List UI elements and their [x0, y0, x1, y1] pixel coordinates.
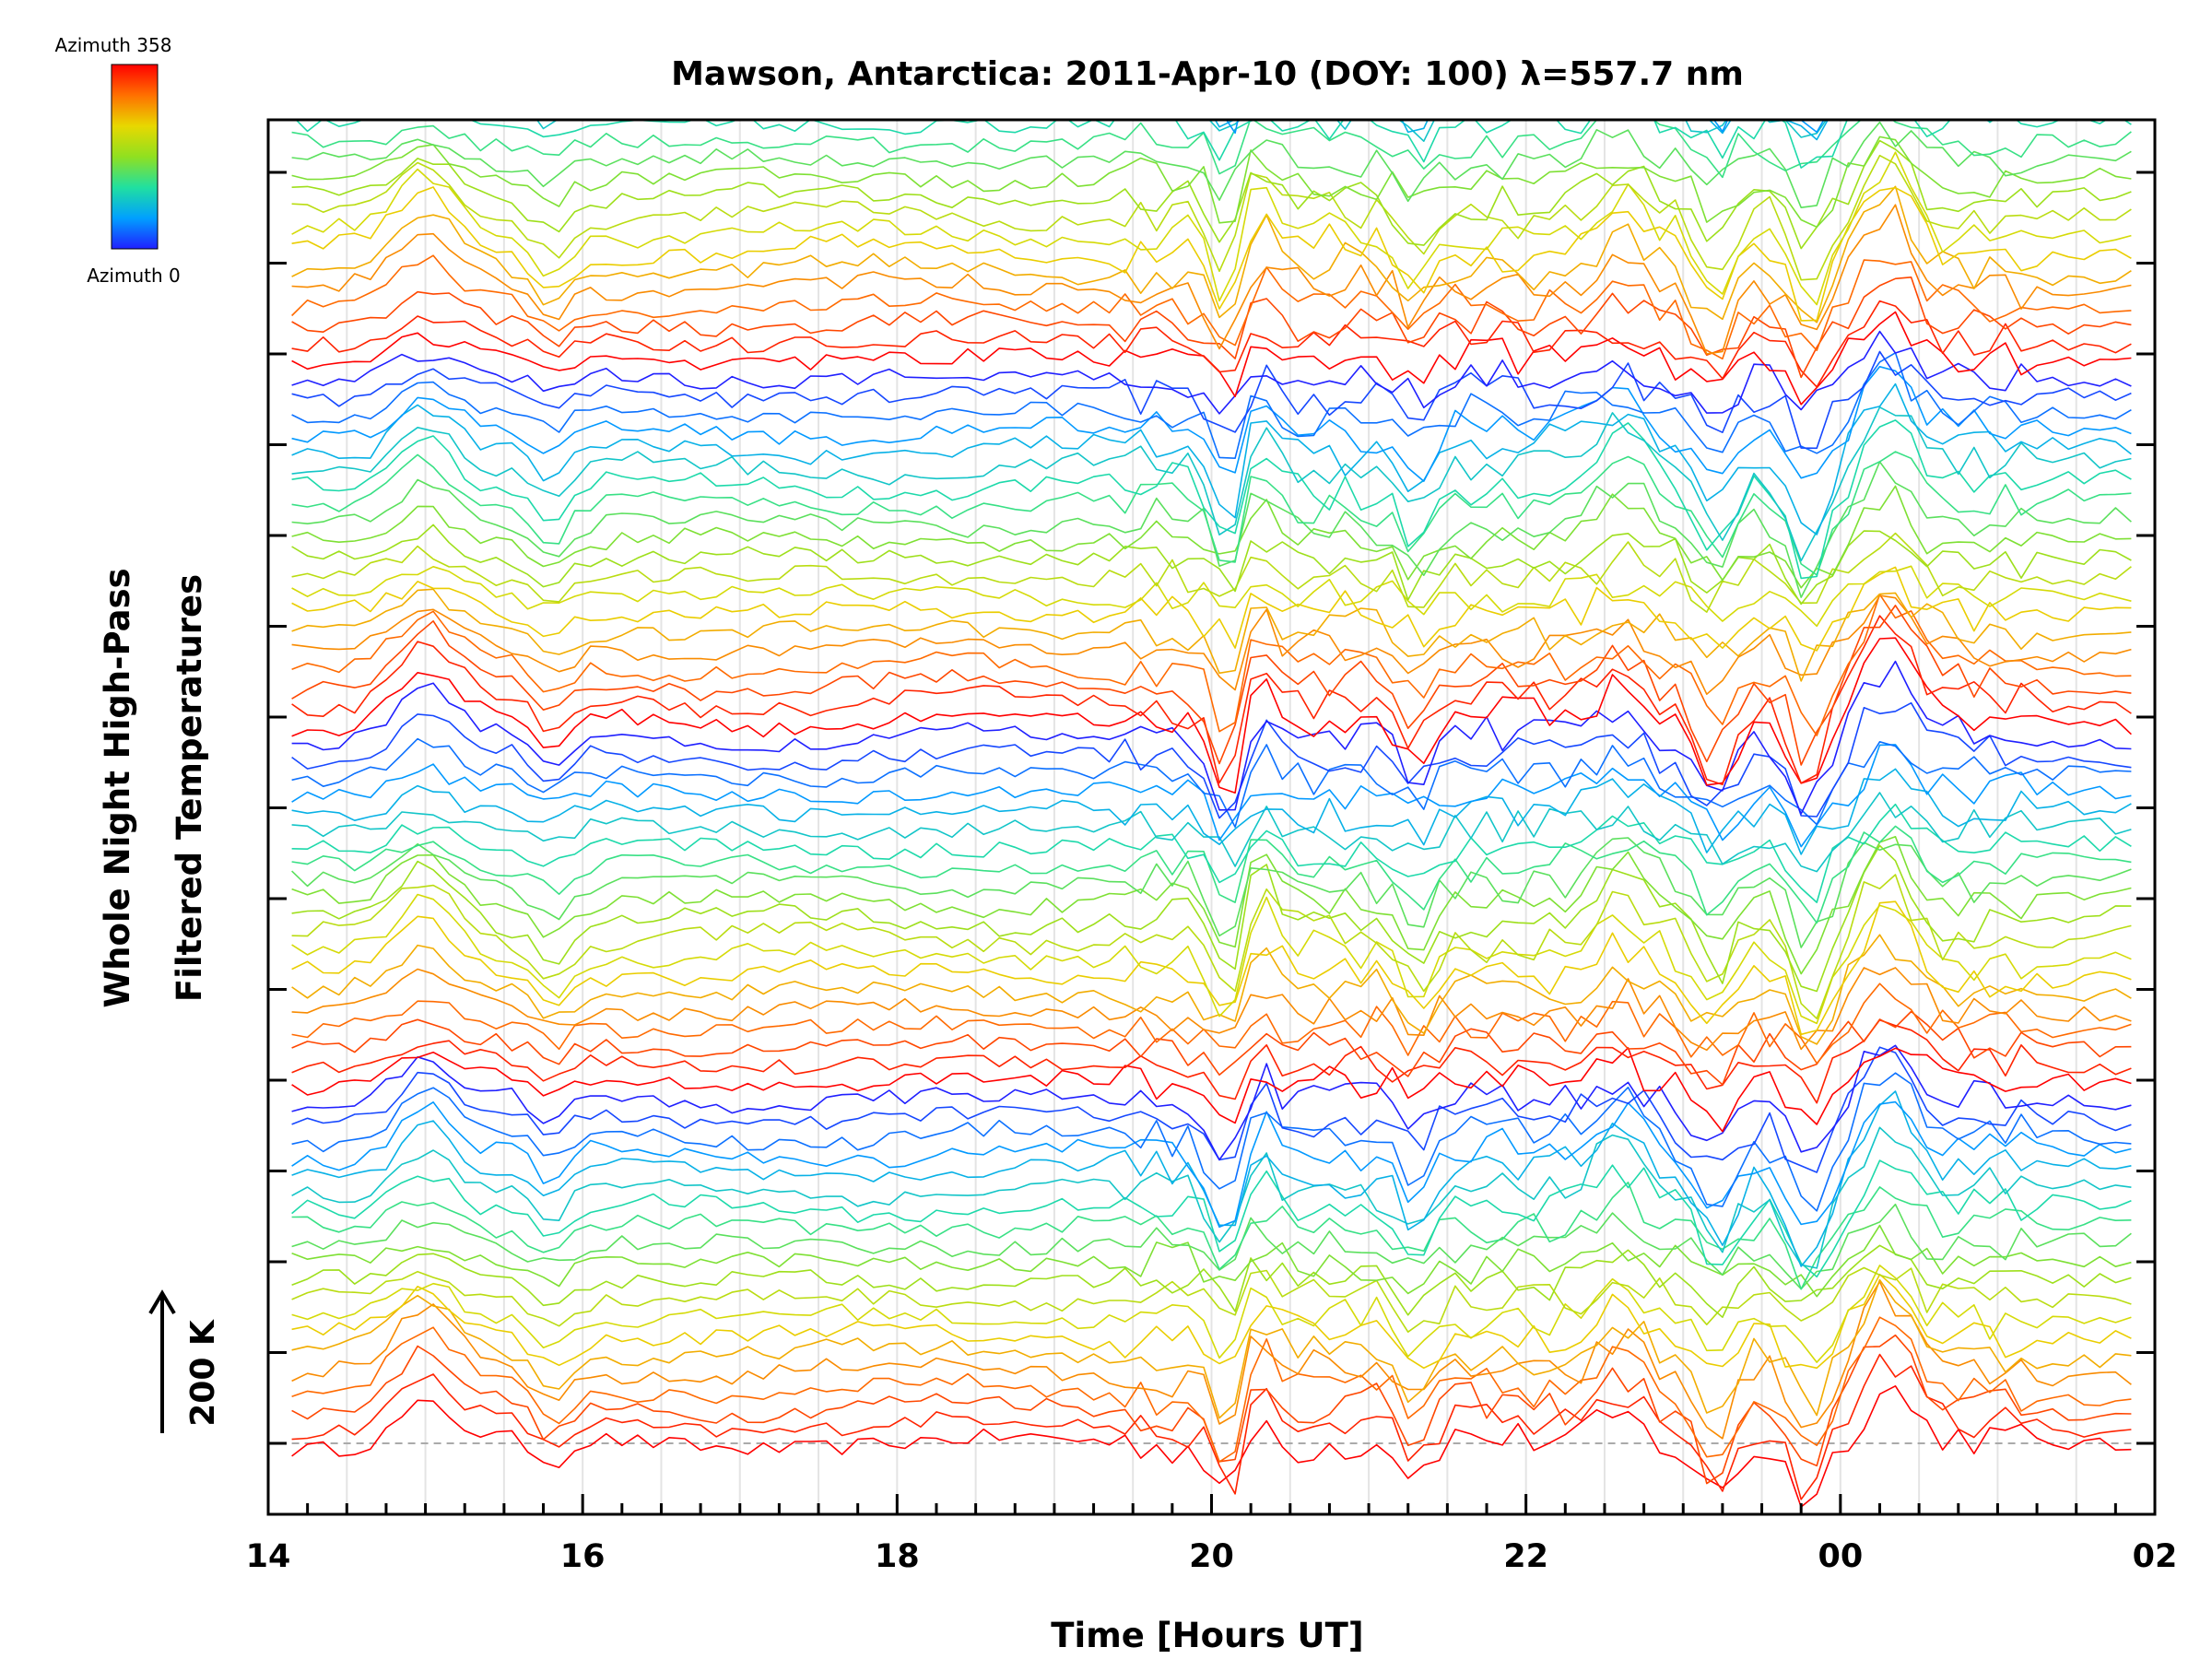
azimuth-colorbar: Azimuth 358 Azimuth 0 [55, 34, 181, 287]
temperature-trace [291, 615, 2132, 786]
temperature-trace [291, 1266, 2132, 1333]
temperature-trace [295, 120, 2132, 169]
temperature-trace [291, 365, 2132, 482]
temperature-trace [291, 588, 2132, 682]
temperature-trace [291, 1385, 2132, 1508]
temperature-trace [535, 120, 2022, 142]
x-axis-ticks: 14 16 18 20 22 00 02 [246, 1494, 2178, 1575]
temperature-trace [292, 0, 2132, 49]
temperature-trace [291, 151, 2132, 306]
temperature-trace [291, 1273, 2132, 1370]
temperature-trace [291, 565, 2132, 628]
temperature-trace [291, 744, 2132, 848]
temperature-trace [291, 837, 2132, 948]
x-tick-label: 02 [2133, 1538, 2178, 1575]
x-tick-label: 00 [1818, 1538, 1863, 1575]
temperature-trace [1214, 120, 1830, 141]
temperature-trace [291, 120, 2132, 179]
temperature-trace [291, 967, 2132, 1052]
temperature-trace [291, 900, 2132, 1036]
temperature-trace [291, 737, 2132, 829]
temperature-trace [291, 1280, 2132, 1440]
temperature-trace [291, 594, 2132, 736]
temperature-trace [291, 276, 2132, 379]
y-axis-ticks [268, 171, 2155, 1445]
temperature-trace [291, 485, 2132, 589]
temperature-traces [291, 0, 2132, 1508]
temperature-trace [291, 701, 2132, 819]
temperature-trace [291, 1353, 2132, 1500]
temperature-trace [291, 803, 2132, 903]
temperature-trace [291, 1126, 2132, 1269]
temperature-trace [291, 1224, 2132, 1298]
temperature-trace [291, 186, 2132, 322]
colorbar-bottom-label: Azimuth 0 [87, 265, 181, 287]
x-tick-label: 22 [1503, 1538, 1548, 1575]
temperature-trace [291, 1046, 2132, 1173]
temperature-trace [291, 1203, 2132, 1290]
y-axis-label-line1: Whole Night High-Pass [98, 568, 137, 1007]
scale-bar: 200 K [148, 1289, 222, 1433]
temperature-trace [291, 406, 2132, 562]
temperature-trace [291, 139, 2132, 250]
y-axis-label-line2: Filtered Temperatures [170, 574, 209, 1002]
temperature-trace [291, 637, 2132, 794]
scale-bar-label: 200 K [184, 1319, 222, 1427]
chart-title: Mawson, Antarctica: 2011-Apr-10 (DOY: 10… [671, 55, 1744, 93]
temperature-trace [291, 566, 2132, 652]
temperature-trace [291, 300, 2132, 388]
temperature-trace [291, 1182, 2132, 1290]
temperature-trace [291, 1100, 2132, 1229]
temperature-trace [291, 351, 2132, 460]
temperature-trace [291, 451, 2132, 576]
x-tick-label: 18 [875, 1538, 920, 1575]
x-tick-label: 20 [1189, 1538, 1234, 1575]
temperature-trace [291, 594, 2132, 696]
temperature-trace [291, 154, 2132, 281]
x-axis-label: Time [Hours UT] [1051, 1616, 1363, 1655]
temperature-trace [291, 1072, 2132, 1212]
temperature-trace [291, 532, 2132, 613]
temperature-trace [291, 419, 2132, 580]
temperature-trace [291, 835, 2132, 975]
temperature-trace [291, 1047, 2132, 1133]
temperature-trace [291, 1244, 2132, 1318]
temperature-trace [292, 0, 2132, 10]
temperature-trace [291, 660, 2132, 815]
temperature-trace [291, 204, 2132, 355]
temperature-trace [291, 185, 2132, 324]
temperature-trace [291, 1044, 2132, 1161]
temperature-trace [291, 254, 2132, 360]
temperature-trace [291, 874, 2132, 1019]
colorbar-top-label: Azimuth 358 [55, 34, 172, 56]
temperature-trace [291, 893, 2132, 1025]
temperature-trace [291, 121, 2132, 208]
temperature-trace [291, 330, 2132, 415]
temperature-trace [291, 792, 2132, 873]
temperature-trace [291, 382, 2132, 535]
temperature-trace [291, 1316, 2132, 1463]
temperature-trace [291, 1018, 2132, 1104]
temperature-trace [291, 1159, 2132, 1278]
temperature-trace [291, 982, 2132, 1065]
temperature-trace [291, 1278, 2132, 1419]
scale-bar-arrow-head [148, 1289, 176, 1315]
temperature-trace [291, 135, 2132, 229]
colorbar-gradient [111, 64, 159, 250]
temperature-trace [291, 1265, 2132, 1363]
temperature-trace [291, 524, 2132, 606]
temperature-trace [291, 934, 2132, 1045]
temperature-trace [291, 350, 2132, 450]
temperature-trace [291, 605, 2132, 766]
temperature-trace [291, 768, 2132, 855]
x-tick-label: 14 [246, 1538, 291, 1575]
x-tick-label: 16 [560, 1538, 606, 1575]
temperature-trace [291, 844, 2132, 993]
temperature-trace [291, 825, 2132, 924]
